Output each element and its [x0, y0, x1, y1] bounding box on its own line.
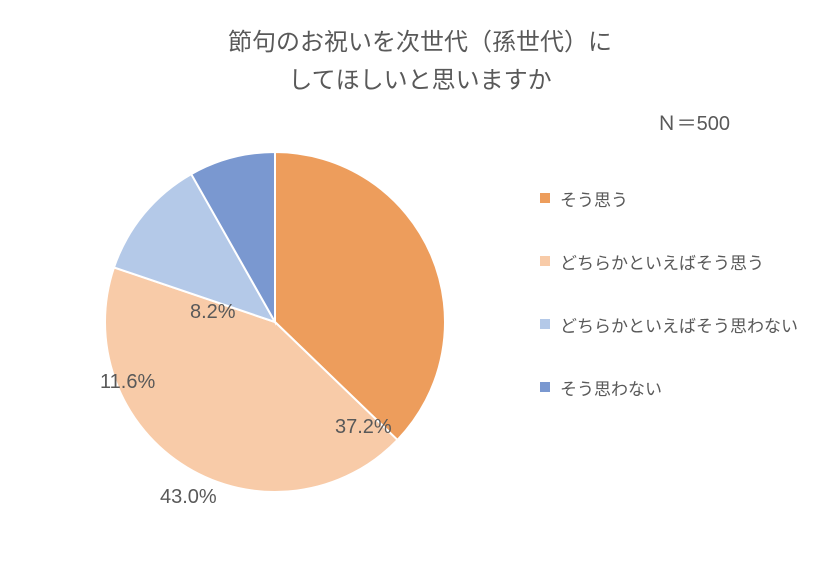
legend-item: そう思う — [540, 186, 798, 211]
title-line-1: 節句のお祝いを次世代（孫世代）に — [228, 29, 612, 56]
legend-swatch — [540, 193, 550, 203]
legend-label: そう思わない — [560, 375, 662, 400]
legend-label: どちらかといえばそう思わない — [560, 312, 798, 337]
legend-swatch — [540, 319, 550, 329]
slice-value-label: 11.6% — [100, 371, 155, 394]
sample-size: Ｎ＝500 — [0, 101, 840, 136]
legend-item: そう思わない — [540, 375, 798, 400]
chart-area: そう思うどちらかといえばそう思うどちらかといえばそう思わないそう思わない 37.… — [0, 136, 840, 566]
legend-item: どちらかといえばそう思う — [540, 249, 798, 274]
slice-value-label: 43.0% — [160, 486, 217, 509]
legend-swatch — [540, 256, 550, 266]
slice-value-label: 8.2% — [190, 301, 236, 324]
slice-value-label: 37.2% — [335, 416, 392, 439]
pie-chart — [105, 152, 445, 492]
chart-title: 節句のお祝いを次世代（孫世代）に してほしいと思いますか — [0, 0, 840, 101]
title-line-2: してほしいと思いますか — [288, 67, 551, 94]
legend-label: そう思う — [560, 186, 628, 211]
legend-swatch — [540, 382, 550, 392]
legend: そう思うどちらかといえばそう思うどちらかといえばそう思わないそう思わない — [540, 186, 798, 438]
legend-item: どちらかといえばそう思わない — [540, 312, 798, 337]
legend-label: どちらかといえばそう思う — [560, 249, 764, 274]
